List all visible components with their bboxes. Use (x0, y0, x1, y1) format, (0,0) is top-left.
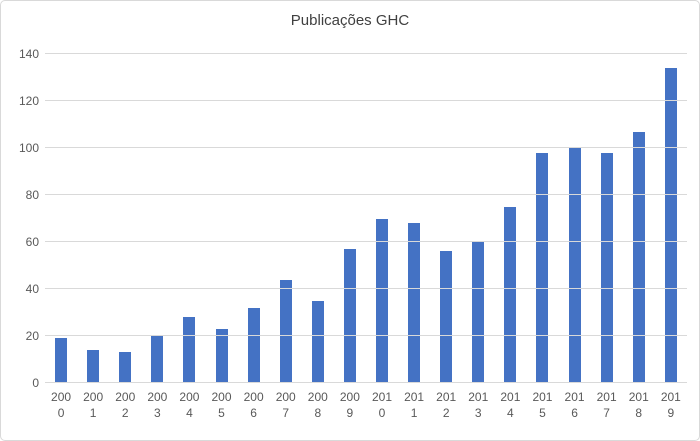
bar-2012 (440, 251, 453, 383)
y-tick-label-20: 20 (25, 329, 39, 343)
x-tick-label-2019: 201 9 (660, 390, 681, 420)
bar-2002 (119, 352, 132, 383)
x-tick-label-2012: 201 2 (436, 390, 457, 420)
bar-2006 (247, 307, 260, 383)
bar-slot-2019 (655, 54, 687, 383)
x-tick-label-2009: 200 9 (339, 390, 360, 420)
x-tick-label-2002: 200 2 (115, 390, 136, 420)
bar-2008 (311, 300, 324, 383)
bar-2003 (151, 336, 164, 383)
y-tick-label-120: 120 (18, 94, 39, 108)
x-tick-label-2004: 200 4 (179, 390, 200, 420)
gridline-140 (45, 53, 687, 54)
x-tick-label-2001: 200 1 (83, 390, 104, 420)
gridline-40 (45, 288, 687, 289)
gridline-100 (45, 147, 687, 148)
bar-slot-2018 (623, 54, 655, 383)
bar-slot-2015 (526, 54, 558, 383)
bar-slot-2009 (334, 54, 366, 383)
bar-slot-2011 (398, 54, 430, 383)
bar-slot-2001 (77, 54, 109, 383)
bar-slot-2013 (462, 54, 494, 383)
x-tick-label-2015: 201 5 (532, 390, 553, 420)
x-tick-label-2011: 201 1 (404, 390, 425, 420)
bar-2016 (568, 148, 581, 383)
plot-area (45, 53, 687, 383)
x-tick-label-2018: 201 8 (628, 390, 649, 420)
bar-slot-2003 (141, 54, 173, 383)
bar-slot-2016 (559, 54, 591, 383)
bar-2017 (600, 152, 613, 383)
x-tick-label-2016: 201 6 (564, 390, 585, 420)
y-tick-label-80: 80 (25, 188, 39, 202)
x-tick-label-2006: 200 6 (243, 390, 264, 420)
bar-2019 (664, 68, 677, 383)
bar-2018 (632, 131, 645, 383)
bar-slot-2008 (302, 54, 334, 383)
gridline-60 (45, 241, 687, 242)
bar-2000 (55, 338, 68, 383)
bar-slot-2005 (205, 54, 237, 383)
y-tick-label-0: 0 (32, 376, 39, 390)
x-tick-label-2005: 200 5 (211, 390, 232, 420)
bars-row (45, 54, 687, 383)
x-tick-label-2017: 201 7 (596, 390, 617, 420)
x-tick-label-2000: 200 0 (51, 390, 72, 420)
y-tick-label-140: 140 (18, 47, 39, 61)
bar-2004 (183, 317, 196, 383)
bar-2001 (87, 350, 100, 383)
x-tick-label-2010: 201 0 (371, 390, 392, 420)
bar-2007 (279, 279, 292, 383)
x-tick-label-2014: 201 4 (500, 390, 521, 420)
bar-2013 (472, 242, 485, 383)
chart-title: Publicações GHC (290, 12, 410, 29)
y-tick-label-100: 100 (18, 141, 39, 155)
gridline-120 (45, 100, 687, 101)
bar-2010 (375, 218, 388, 383)
x-axis: 200 0 200 1 200 2 200 3 200 4 200 5 200 6 200 7 200 8 200 9… (45, 389, 687, 421)
bar-slot-2012 (430, 54, 462, 383)
bar-slot-2000 (45, 54, 77, 383)
bar-slot-2006 (238, 54, 270, 383)
gridline-80 (45, 194, 687, 195)
y-tick-label-40: 40 (25, 282, 39, 296)
gridline-0 (45, 382, 687, 383)
x-tick-label-2008: 200 8 (307, 390, 328, 420)
gridline-20 (45, 335, 687, 336)
bar-2014 (504, 206, 517, 383)
x-tick-label-2003: 200 3 (147, 390, 168, 420)
x-tick-label-2007: 200 7 (275, 390, 296, 420)
y-axis: 0 20 40 60 80 100 120 140 (1, 47, 43, 390)
bar-slot-2004 (173, 54, 205, 383)
bar-2005 (215, 328, 228, 383)
y-tick-label-60: 60 (25, 235, 39, 249)
bar-2009 (343, 249, 356, 383)
bar-slot-2010 (366, 54, 398, 383)
bar-slot-2017 (591, 54, 623, 383)
bar-slot-2014 (494, 54, 526, 383)
bar-slot-2002 (109, 54, 141, 383)
x-tick-label-2013: 201 3 (468, 390, 489, 420)
bar-2015 (536, 152, 549, 383)
bar-slot-2007 (270, 54, 302, 383)
bar-2011 (408, 223, 421, 383)
